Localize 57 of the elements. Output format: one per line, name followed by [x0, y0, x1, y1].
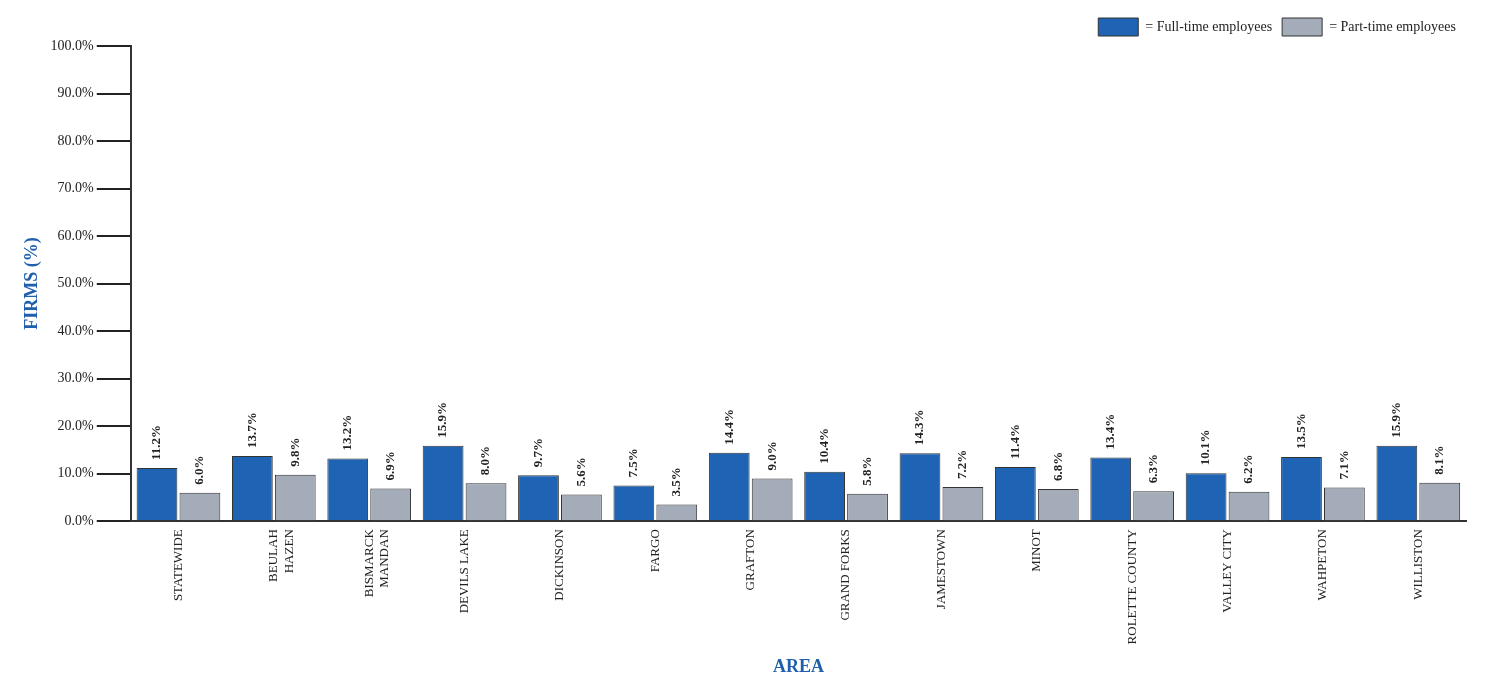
data-label: 13.2%	[339, 414, 355, 451]
data-label: 8.1%	[1431, 445, 1447, 475]
y-tick-label: 40.0%	[57, 322, 95, 338]
data-label: 10.1%	[1197, 429, 1213, 466]
x-tick-label: DICKINSON	[551, 528, 567, 601]
y-tick-label: 100.0%	[50, 37, 95, 53]
x-tick-label: VALLEY CITY	[1218, 528, 1234, 613]
legend-label: = Full-time employees	[1145, 18, 1273, 34]
data-label: 7.5%	[625, 448, 641, 478]
x-tick-label: WILLISTON	[1409, 528, 1425, 600]
data-label: 6.9%	[382, 451, 398, 481]
data-label: 9.0%	[763, 441, 779, 471]
x-tick-label: BEULAH HAZEN	[265, 528, 296, 582]
data-label: 6.0%	[191, 455, 207, 485]
x-tick-label: ROLETTE COUNTY	[1123, 528, 1139, 645]
data-label: 14.3%	[911, 409, 927, 446]
y-tick-label: 10.0%	[57, 465, 95, 481]
data-label: 6.3%	[1145, 454, 1161, 484]
data-label: 5.6%	[572, 457, 588, 487]
data-label: 6.8%	[1049, 451, 1065, 481]
x-tick-label: JAMESTOWN	[932, 528, 948, 610]
y-tick-label: 50.0%	[57, 275, 95, 291]
y-tick-label: 70.0%	[57, 180, 95, 196]
y-tick-label: 20.0%	[57, 417, 95, 433]
data-label: 6.2%	[1240, 454, 1256, 484]
x-tick-label: FARGO	[646, 529, 662, 573]
y-axis-title: FIRMS (%)	[21, 237, 43, 330]
data-label: 7.2%	[954, 449, 970, 480]
y-tick-label: 0.0%	[64, 512, 95, 528]
x-tick-label: STATEWIDE	[169, 529, 185, 602]
x-tick-label: MINOT	[1028, 529, 1044, 572]
data-label: 3.5%	[668, 467, 684, 497]
x-tick-label: BISMARCK MANDAN	[360, 528, 392, 598]
data-label: 8.0%	[477, 445, 493, 476]
x-axis-title: AREA	[772, 655, 824, 676]
data-label: 15.9%	[1388, 401, 1404, 438]
data-label: 9.7%	[529, 437, 545, 468]
data-label: 7.1%	[1335, 450, 1351, 480]
data-label: 5.8%	[858, 456, 874, 486]
x-tick-label: WAHPETON	[1314, 528, 1330, 601]
data-label: 11.4%	[1006, 424, 1022, 460]
data-label: 13.4%	[1102, 413, 1118, 450]
data-label: 10.4%	[815, 428, 831, 464]
data-label: 15.9%	[434, 401, 450, 438]
data-label: 13.5%	[1292, 413, 1308, 450]
x-tick-label: DEVILS LAKE	[455, 529, 471, 614]
y-tick-label: 60.0%	[57, 227, 95, 243]
data-label: 9.8%	[286, 437, 302, 467]
data-label: 14.4%	[720, 409, 736, 445]
y-tick-label: 80.0%	[57, 132, 95, 148]
y-tick-label: 30.0%	[57, 370, 95, 386]
x-tick-label: GRAND FORKS	[837, 529, 853, 621]
y-tick-label: 90.0%	[57, 85, 95, 101]
legend-label: = Part-time employees	[1329, 18, 1457, 34]
data-label: 13.7%	[243, 412, 259, 449]
data-label: 11.2%	[148, 424, 164, 460]
x-tick-label: GRAFTON	[742, 528, 758, 591]
